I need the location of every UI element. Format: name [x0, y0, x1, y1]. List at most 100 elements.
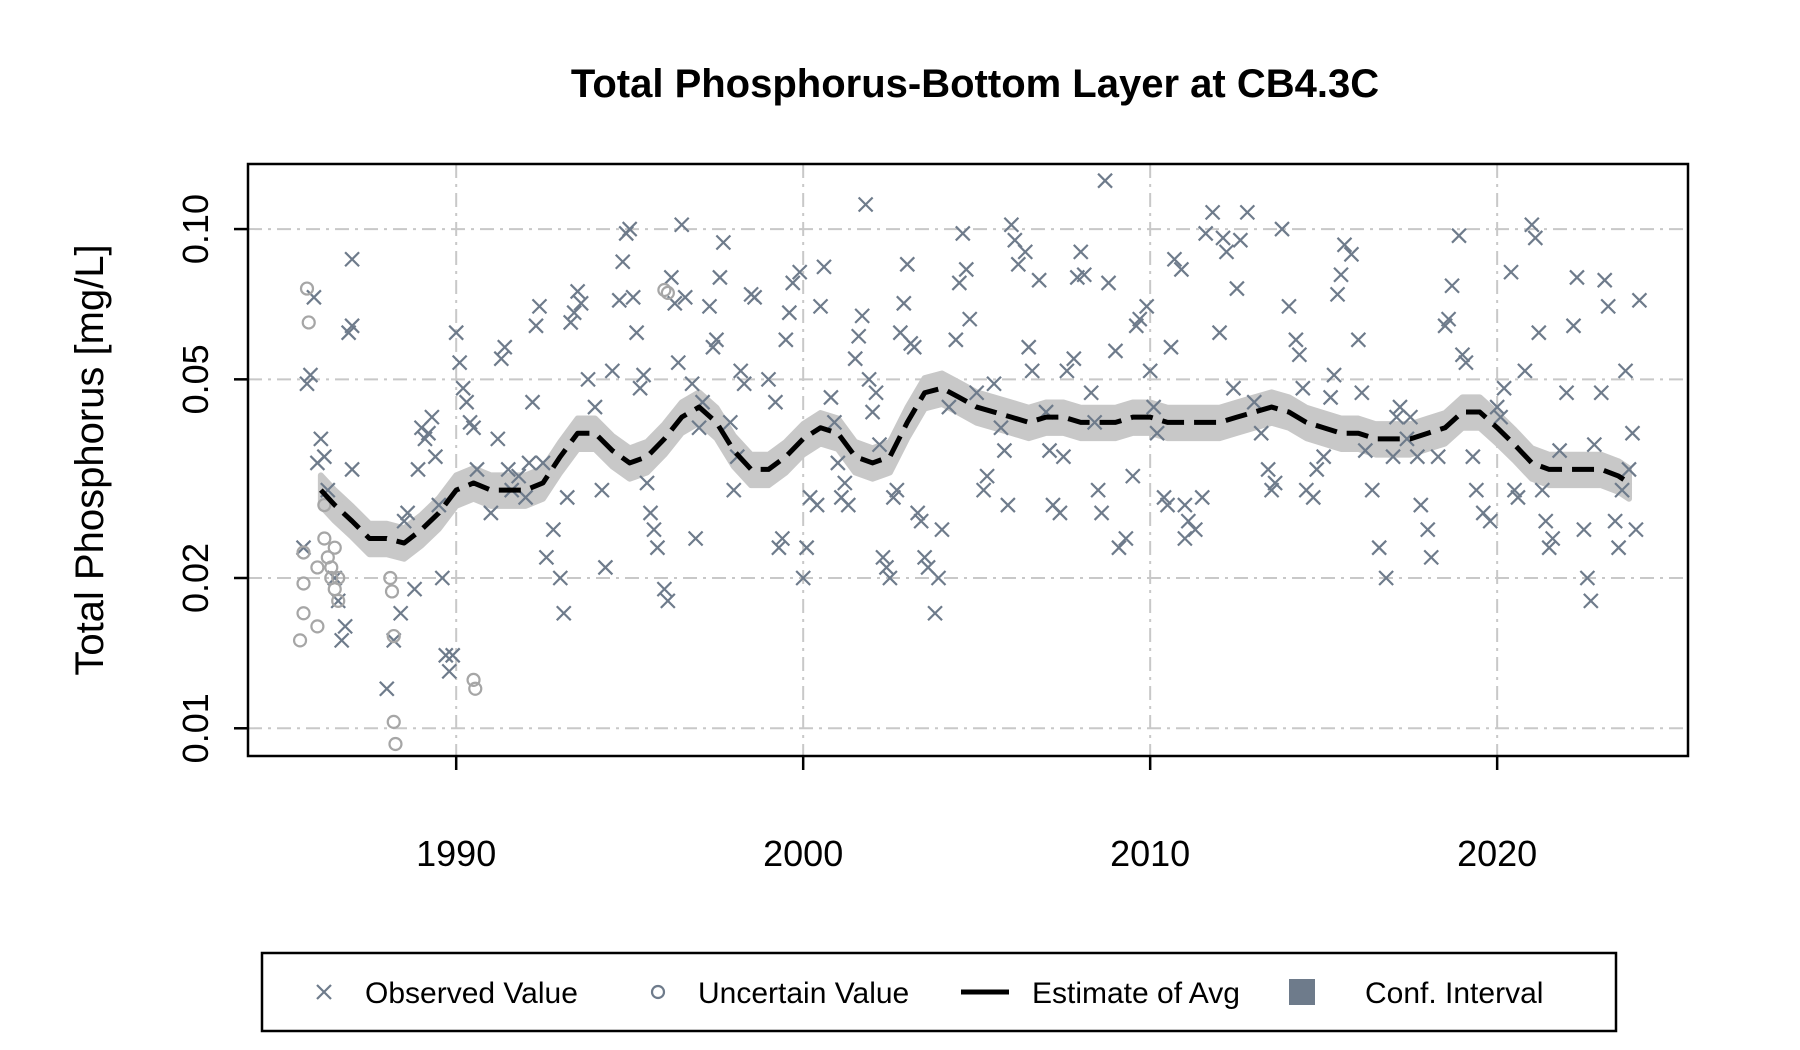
observed-point-stroke — [968, 384, 985, 401]
observed-point-stroke — [1333, 266, 1349, 283]
observed-point-stroke — [791, 264, 808, 280]
observed-point — [573, 295, 589, 312]
observed-point-stroke — [316, 448, 333, 465]
observed-point — [670, 354, 687, 371]
observed-point-stroke — [399, 505, 416, 521]
observed-point-stroke — [1194, 489, 1210, 506]
observed-point-stroke — [1364, 482, 1381, 498]
observed-point — [1596, 272, 1613, 288]
observed-point — [1624, 425, 1641, 441]
observed-point-stroke — [333, 632, 350, 649]
observed-point — [1166, 251, 1183, 268]
observed-point — [337, 618, 353, 635]
observed-point-stroke — [1045, 497, 1061, 513]
observed-point-stroke — [778, 332, 794, 348]
observed-point — [521, 455, 537, 471]
observed-point — [399, 505, 416, 521]
observed-point — [1305, 489, 1322, 506]
observed-point — [830, 455, 846, 471]
observed-point — [1385, 448, 1401, 465]
observed-point-stroke — [444, 647, 461, 664]
observed-point — [1177, 530, 1193, 547]
observed-point — [1440, 311, 1457, 327]
uncertain-point — [331, 593, 346, 608]
y-tick-label: 0.10 — [175, 194, 216, 264]
observed-point-stroke — [1527, 230, 1544, 246]
observed-point — [1173, 261, 1190, 278]
observed-point — [948, 332, 964, 348]
legend-label: Observed Value — [365, 977, 578, 1010]
observed-point-stroke — [434, 570, 451, 586]
observed-point-stroke — [517, 489, 534, 506]
observed-point — [1225, 380, 1242, 396]
observed-point — [562, 314, 579, 331]
observed-point-stroke — [1010, 256, 1027, 273]
observed-point — [517, 489, 534, 506]
observed-point-stroke — [715, 234, 732, 251]
observed-point — [1531, 324, 1547, 341]
observed-point — [1565, 318, 1582, 334]
observed-point-stroke — [538, 549, 555, 566]
observed-point — [871, 436, 888, 453]
observed-point — [1093, 505, 1110, 521]
observed-point-stroke — [465, 419, 482, 436]
confidence-band-layer — [317, 370, 1633, 562]
observed-point — [722, 414, 739, 431]
observed-point — [837, 475, 853, 491]
observed-point-stroke — [1357, 442, 1374, 459]
observed-point-stroke — [1072, 244, 1089, 260]
observed-point-stroke — [510, 468, 527, 484]
observed-point-stroke — [1475, 505, 1492, 521]
observed-point-stroke — [1218, 244, 1235, 260]
observed-point — [854, 308, 870, 324]
observed-point-stroke — [1596, 272, 1613, 288]
observed-point-stroke — [295, 539, 312, 556]
observed-point — [1329, 286, 1346, 303]
observed-point-stroke — [1107, 343, 1124, 359]
observed-point — [1402, 409, 1419, 425]
observed-point — [677, 289, 693, 306]
observed-point — [1517, 363, 1533, 379]
observed-point — [528, 318, 544, 334]
observed-point-stroke — [1097, 172, 1113, 189]
observed-point — [861, 371, 877, 388]
observed-point-stroke — [1142, 363, 1158, 379]
observed-point-stroke — [1444, 277, 1460, 294]
observed-point-stroke — [1350, 332, 1367, 348]
x-tick-label: 2020 — [1457, 833, 1537, 874]
observed-point — [1308, 461, 1325, 478]
observed-point — [444, 647, 461, 664]
observed-point — [656, 581, 673, 597]
observed-point-stroke — [663, 269, 680, 286]
observed-point-stroke — [1253, 425, 1269, 441]
observed-point — [493, 350, 510, 367]
observed-point-stroke — [875, 549, 891, 566]
observed-point — [784, 275, 801, 291]
observed-point — [1281, 298, 1297, 315]
observed-point-stroke — [545, 521, 562, 538]
observed-point-stroke — [1003, 216, 1020, 233]
observed-point-stroke — [441, 663, 458, 680]
observed-point-stroke — [899, 256, 916, 273]
observed-point-stroke — [1392, 399, 1408, 415]
observed-point-stroke — [1125, 468, 1141, 484]
observed-point-stroke — [882, 570, 898, 586]
observed-point — [524, 394, 541, 410]
observed-point-stroke — [1440, 311, 1457, 327]
observed-point-stroke — [746, 289, 763, 306]
observed-point-stroke — [854, 308, 870, 324]
observed-point-stroke — [1055, 448, 1072, 465]
observed-point-stroke — [1510, 489, 1526, 506]
observed-point — [410, 461, 426, 478]
observed-point-stroke — [958, 261, 975, 278]
legend-symbol-conf — [1289, 979, 1315, 1005]
observed-point-stroke — [684, 375, 700, 392]
observed-point-stroke — [955, 225, 971, 242]
observed-point — [649, 539, 666, 556]
observed-point — [552, 570, 569, 586]
observed-point — [1399, 431, 1415, 447]
observed-point-stroke — [555, 605, 572, 622]
observed-point — [934, 521, 950, 538]
observed-point-stroke — [1093, 505, 1110, 521]
observed-point — [1076, 266, 1093, 283]
